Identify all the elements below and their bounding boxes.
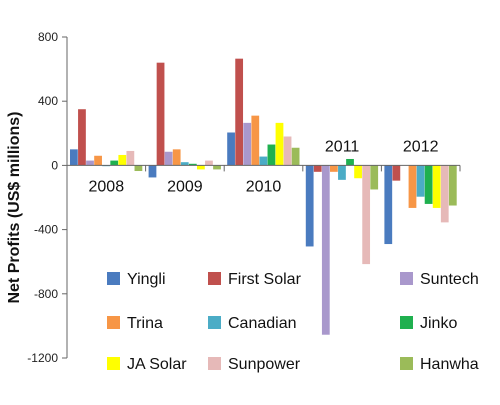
bar-yingli-2008 <box>70 149 78 166</box>
bar-first-solar-2009 <box>156 62 165 166</box>
bar-ja-solar-2009 <box>197 165 205 170</box>
y-axis-label: Net Profits (US$ millions) <box>6 111 23 303</box>
y-tick-label: 400 <box>38 94 58 108</box>
legend: Yingli First Solar Suntech Trina Canadian Jin… <box>107 271 479 373</box>
bar-jinko-2009 <box>188 163 197 166</box>
bar-suntech-2011 <box>321 165 330 335</box>
legend-label: Yingli <box>127 271 166 288</box>
legend-swatch <box>400 272 413 285</box>
bar-hanwha-2011 <box>370 165 379 190</box>
bar-sunpower-2012 <box>440 165 449 223</box>
legend-label: Hanwha <box>420 356 479 373</box>
bar-jinko-2010 <box>267 144 276 166</box>
bar-sunpower-2010 <box>283 136 292 166</box>
bar-ja-solar-2008 <box>118 154 127 166</box>
y-tick-label: -1200 <box>27 351 58 365</box>
legend-swatch <box>208 272 221 285</box>
category-label: 2009 <box>167 178 203 195</box>
axis-layer <box>66 37 460 358</box>
bar-hanwha-2009 <box>213 165 221 170</box>
y-tick-label: -800 <box>34 287 58 301</box>
bar-suntech-2010 <box>243 122 252 166</box>
bars-layer <box>70 58 457 335</box>
ticks-layer: 800 400 0 -400 -800 -1200 <box>27 30 67 365</box>
bar-first-solar-2011 <box>313 165 322 172</box>
legend-label: Suntech <box>420 271 479 288</box>
category-label: 2012 <box>403 138 439 155</box>
category-label: 2010 <box>246 178 282 195</box>
legend-swatch <box>400 316 413 329</box>
legend-swatch <box>400 357 413 370</box>
bar-hanwha-2012 <box>448 165 457 206</box>
bar-trina-2008 <box>94 155 102 166</box>
bar-suntech-2008 <box>86 160 94 166</box>
legend-label: JA Solar <box>127 356 187 373</box>
bar-canadian-2011 <box>338 165 346 180</box>
legend-label: Jinko <box>420 315 457 332</box>
legend-label: Trina <box>127 315 163 332</box>
category-label: 2011 <box>325 138 360 155</box>
legend-swatch <box>107 272 120 285</box>
bar-ja-solar-2012 <box>432 165 441 208</box>
legend-label: Sunpower <box>228 356 301 373</box>
bar-first-solar-2010 <box>235 58 244 166</box>
bar-ja-solar-2010 <box>275 122 284 166</box>
y-tick-label: 0 <box>51 158 58 172</box>
bar-trina-2012 <box>408 165 417 208</box>
bar-sunpower-2009 <box>205 160 213 166</box>
legend-swatch <box>208 357 221 370</box>
legend-swatch <box>107 357 120 370</box>
bar-trina-2009 <box>172 149 181 166</box>
legend-swatch <box>208 316 221 329</box>
legend-label: First Solar <box>228 271 302 288</box>
bar-yingli-2009 <box>148 165 157 178</box>
bar-sunpower-2011 <box>362 165 371 265</box>
bar-hanwha-2008 <box>134 165 143 172</box>
bar-trina-2010 <box>251 115 260 166</box>
bar-hanwha-2010 <box>291 147 300 166</box>
category-label: 2008 <box>89 178 125 195</box>
bar-canadian-2010 <box>259 156 268 166</box>
legend-label: Canadian <box>228 315 297 332</box>
bar-canadian-2012 <box>416 165 425 197</box>
bar-jinko-2008 <box>110 160 119 166</box>
y-tick-label: -400 <box>34 223 58 237</box>
bar-trina-2011 <box>330 165 338 172</box>
bar-sunpower-2008 <box>126 150 135 166</box>
bar-ja-solar-2011 <box>354 165 362 179</box>
bar-jinko-2012 <box>424 165 433 204</box>
legend-swatch <box>107 316 120 329</box>
bar-first-solar-2012 <box>392 165 401 181</box>
bar-suntech-2009 <box>164 151 173 166</box>
bar-yingli-2012 <box>384 165 393 245</box>
bar-yingli-2011 <box>305 165 314 247</box>
y-tick-label: 800 <box>38 30 58 44</box>
category-labels-layer: 2008 2009 2010 2011 2012 <box>89 138 461 195</box>
bar-yingli-2010 <box>227 132 235 166</box>
bar-first-solar-2008 <box>78 109 86 166</box>
bar-jinko-2011 <box>346 158 354 166</box>
bar-canadian-2009 <box>180 162 189 166</box>
